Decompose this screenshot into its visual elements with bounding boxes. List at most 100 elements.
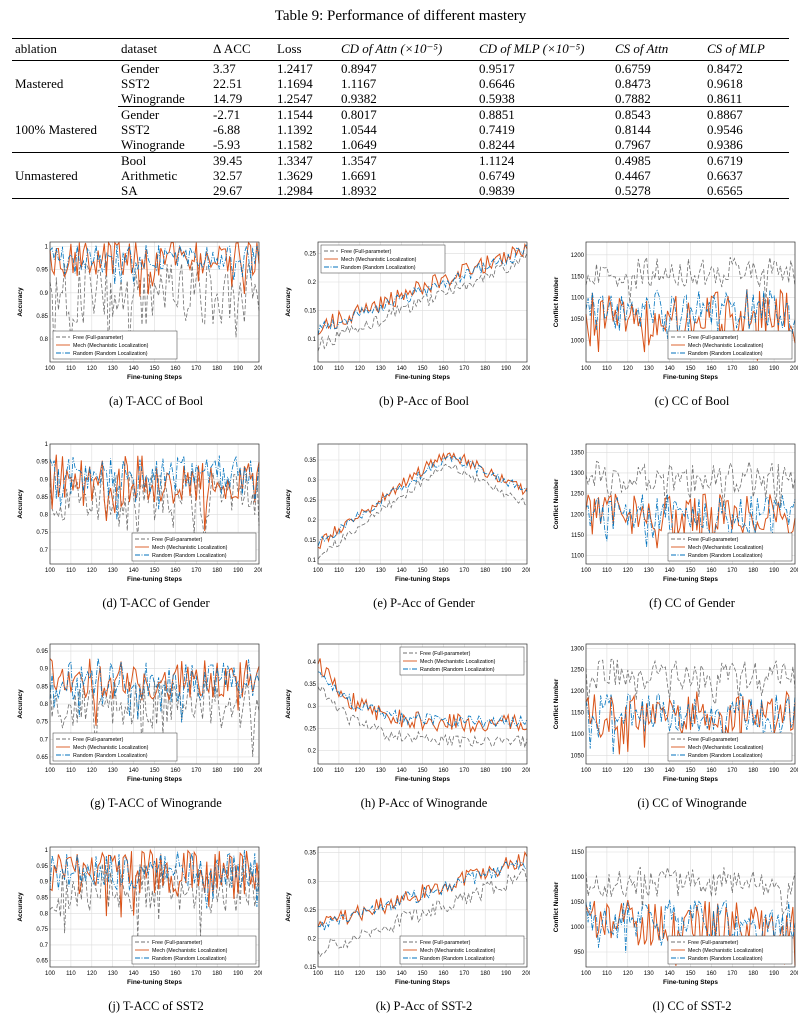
table-cell: 0.9517 — [479, 61, 515, 76]
x-axis-label: Fine-tuning Steps — [395, 776, 450, 783]
header-ablation: ablation — [12, 38, 118, 61]
x-tick-label: 160 — [706, 366, 717, 372]
table-cell: 1.2417 — [277, 61, 313, 76]
table-cell: 0.8473 — [615, 76, 651, 91]
y-axis-label: Accuracy — [285, 489, 292, 519]
table-cell: 0.8851 — [479, 107, 515, 122]
table-cell: Gender — [121, 107, 160, 122]
legend-label: Free (Full-parameter) — [420, 940, 471, 946]
x-tick-label: 110 — [334, 366, 344, 372]
table-row: SST2 22.51 1.1694 1.1167 0.6646 0.8473 0… — [12, 76, 789, 91]
chart-legend: Free (Full-parameter) Mech (Mechanistic L… — [667, 330, 793, 360]
y-tick-label: 0.65 — [36, 959, 48, 965]
table-cell: 1.1167 — [341, 76, 377, 91]
y-tick-label: 0.8 — [40, 911, 49, 917]
x-tick-label: 100 — [313, 568, 324, 574]
series-line-mech — [585, 899, 796, 966]
table-row: Winogrande 14.79 1.2547 0.9382 0.5938 0.… — [12, 91, 789, 107]
series-line-free — [585, 866, 796, 917]
y-axis-label: Accuracy — [17, 689, 24, 719]
table-cell: 39.45 — [213, 153, 243, 168]
x-tick-label: 170 — [191, 768, 202, 774]
figure-caption: (j) T-ACC of SST2 — [108, 999, 204, 1013]
x-axis-label: Fine-tuning Steps — [127, 776, 182, 783]
table-cell: 0.4467 — [615, 168, 651, 183]
plot-frame — [49, 643, 260, 765]
legend-label: Free (Full-parameter) — [688, 737, 739, 743]
x-tick-label: 160 — [706, 971, 717, 977]
y-tick-label: 0.85 — [36, 684, 48, 690]
table-cell: 1.1392 — [277, 122, 313, 137]
table-cell: Bool — [121, 153, 147, 168]
line-chart: 100 110 120 130 140 150 160 170 180 190 200 950 1000… — [553, 846, 798, 986]
table-cell: 0.6759 — [615, 61, 651, 76]
x-tick-label: 180 — [212, 971, 223, 977]
x-tick-label: 120 — [355, 568, 366, 574]
table-cell: 0.8611 — [704, 91, 789, 107]
x-tick-label: 110 — [334, 768, 344, 774]
legend-label: Random (Random Localization) — [152, 553, 227, 559]
y-tick-label: 0.8 — [40, 702, 49, 708]
x-tick-label: 110 — [66, 768, 76, 774]
table-cell: 3.37 — [213, 61, 236, 76]
figure-caption: (c) CC of Bool — [654, 394, 730, 408]
series-line-random — [317, 454, 528, 547]
x-tick-label: 190 — [233, 971, 244, 977]
table-cell: 1.2984 — [274, 183, 338, 199]
series-line-free — [317, 252, 528, 352]
legend-label: Free (Full-parameter) — [152, 537, 203, 543]
x-axis-label: Fine-tuning Steps — [127, 979, 182, 986]
x-tick-label: 180 — [212, 768, 223, 774]
x-tick-label: 180 — [748, 568, 759, 574]
table-cell: 0.7882 — [612, 91, 704, 107]
y-tick-label: 0.15 — [304, 538, 316, 544]
figure-caption: (g) T-ACC of Winogrande — [90, 796, 222, 810]
legend-label: Random (Random Localization) — [420, 667, 495, 673]
table-row: Unmastered Bool 39.45 1.3347 1.3547 1.11… — [12, 152, 789, 199]
y-tick-label: 1150 — [571, 274, 585, 280]
x-tick-label: 160 — [438, 568, 449, 574]
y-tick-label: 1350 — [571, 450, 585, 456]
chart-panel: 100 110 120 130 140 150 160 170 180 190 200 0.1 0.15… — [280, 440, 530, 588]
series-line-random — [317, 244, 528, 336]
x-tick-label: 120 — [623, 568, 634, 574]
table-cell: 0.6637 — [707, 168, 743, 183]
table-cell: SST2 — [121, 122, 150, 137]
line-chart: 100 110 120 130 140 150 160 170 180 190 200 0.8 0.85… — [17, 241, 262, 381]
table-cell: 1.1124 — [479, 153, 515, 168]
x-tick-label: 100 — [581, 568, 592, 574]
table-cell: SST2 — [121, 76, 150, 91]
x-tick-label: 180 — [748, 366, 759, 372]
chart-panel: 100 110 120 130 140 150 160 170 180 190 200 0.1 0.15… — [280, 238, 530, 386]
legend-label: Random (Random Localization) — [688, 956, 763, 962]
table-cell: 0.8472 — [707, 61, 743, 76]
x-tick-label: 120 — [623, 366, 634, 372]
table-cell: -5.93 — [210, 137, 274, 153]
chart-legend: Free (Full-parameter) Mech (Mechanistic L… — [667, 935, 793, 965]
table-cell: 1.3629 — [277, 168, 313, 183]
y-axis-label: Conflict Number — [553, 678, 560, 729]
x-tick-label: 160 — [438, 971, 449, 977]
line-chart: 100 110 120 130 140 150 160 170 180 190 200 0.65 0.7… — [17, 846, 262, 986]
y-tick-label: 0.95 — [36, 649, 48, 655]
chart-panel: 100 110 120 130 140 150 160 170 180 190 200 950 1000… — [548, 843, 798, 991]
table-cell: -6.88 — [213, 122, 241, 137]
plot-frame — [585, 443, 796, 565]
y-tick-label: 0.3 — [308, 704, 317, 710]
y-tick-label: 0.25 — [304, 726, 316, 732]
x-tick-label: 160 — [170, 971, 181, 977]
x-tick-label: 190 — [769, 971, 780, 977]
chart-legend: Free (Full-parameter) Mech (Mechanistic L… — [399, 935, 525, 965]
table-cell: SA — [118, 183, 210, 199]
x-tick-label: 170 — [191, 971, 202, 977]
legend-label: Random (Random Localization) — [341, 265, 416, 271]
y-tick-label: 1200 — [571, 253, 585, 259]
x-tick-label: 190 — [501, 971, 512, 977]
legend-label: Mech (Mechanistic Localization) — [688, 545, 764, 551]
header-delta-acc: Δ ACC — [210, 38, 274, 61]
table-cell: 0.9618 — [707, 76, 743, 91]
legend-label: Free (Full-parameter) — [688, 335, 739, 341]
y-tick-label: 0.35 — [304, 851, 316, 857]
x-tick-label: 200 — [790, 366, 798, 372]
x-tick-label: 120 — [623, 768, 634, 774]
